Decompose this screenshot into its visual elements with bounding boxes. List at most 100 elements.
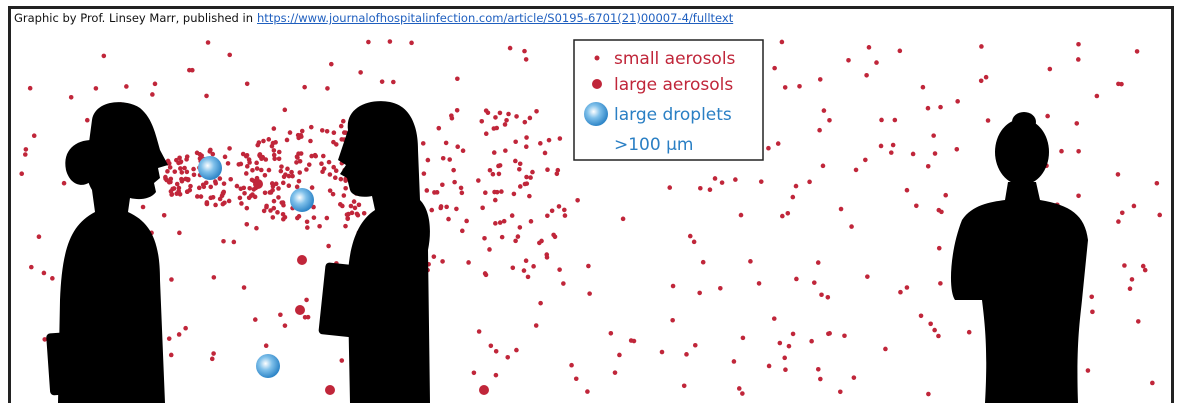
aerosol (262, 190, 268, 196)
aerosol (459, 190, 465, 196)
aerosol (785, 210, 791, 216)
aerosol (208, 184, 214, 190)
aerosol (279, 164, 284, 169)
source-link[interactable]: https://www.journalofhospitalinfection.c… (257, 11, 734, 25)
aerosol (815, 260, 821, 265)
aerosol (515, 234, 521, 239)
aerosol (523, 144, 529, 150)
aerosol (330, 191, 336, 197)
aerosol (253, 179, 263, 189)
aerosol (244, 205, 250, 211)
aerosol (306, 162, 312, 167)
aerosol (538, 300, 543, 306)
aerosol (424, 188, 430, 193)
aerosol (227, 52, 233, 58)
legend-label: small aerosols (614, 49, 736, 69)
aerosol (333, 142, 339, 147)
aerosol (200, 182, 206, 188)
aerosol (883, 346, 888, 352)
aerosol (29, 264, 34, 270)
aerosol (250, 167, 255, 173)
aerosol (252, 317, 258, 322)
aerosol (790, 331, 796, 337)
aerosol (522, 119, 528, 125)
aerosol (281, 216, 286, 222)
aerosol (191, 172, 197, 178)
aerosol (505, 354, 511, 360)
aerosol (264, 203, 269, 209)
aerosol (208, 147, 213, 153)
aerosol (476, 329, 482, 334)
aerosol (748, 259, 753, 264)
aerosol (506, 111, 511, 117)
aerosol (497, 220, 503, 225)
aerosol (286, 173, 292, 179)
aerosol (493, 349, 499, 354)
aerosol (731, 359, 737, 364)
aerosol (517, 167, 522, 172)
aerosol (1115, 172, 1121, 177)
aerosol (429, 207, 435, 213)
aerosol (150, 92, 155, 97)
aerosol (853, 167, 859, 173)
aerosol (782, 85, 788, 90)
aerosol (525, 274, 531, 280)
aerosol (191, 166, 196, 172)
aerosol (659, 349, 665, 355)
aerosol (178, 166, 183, 171)
aerosol (331, 164, 336, 170)
aerosol (503, 148, 508, 153)
aerosol (458, 185, 464, 191)
aerosol (888, 150, 894, 155)
aerosol (305, 225, 310, 230)
aerosol (821, 108, 827, 113)
aerosol (464, 218, 469, 224)
aerosol (786, 343, 792, 349)
aerosol (667, 185, 673, 190)
aerosol (756, 281, 762, 286)
aerosol (476, 178, 481, 183)
aerosol (280, 211, 286, 217)
aerosol (241, 185, 247, 191)
aerosol (1059, 148, 1064, 154)
aerosol (341, 130, 347, 135)
aerosol (1074, 121, 1080, 126)
aerosol (276, 149, 282, 155)
aerosol (379, 79, 385, 84)
aerosol (818, 376, 823, 382)
aerosol (879, 117, 884, 123)
aerosol (928, 321, 933, 327)
aerosol (846, 57, 851, 63)
legend-label: >100 µm (614, 135, 693, 155)
aerosol (165, 169, 170, 174)
aerosol (280, 200, 286, 205)
aerosol (449, 113, 454, 118)
aerosol (1090, 309, 1095, 315)
aerosol (587, 291, 592, 296)
aerosol (41, 270, 47, 276)
aerosol (983, 74, 989, 80)
aerosol (837, 389, 843, 395)
aerosol (271, 126, 277, 131)
aerosol (348, 203, 354, 209)
aerosol (324, 215, 330, 221)
aerosol (327, 172, 333, 177)
aerosol (514, 347, 519, 353)
aerosol (479, 385, 489, 395)
aerosol (864, 72, 869, 78)
aerosol (358, 70, 363, 75)
aerosol (221, 238, 226, 244)
aerosol (904, 187, 910, 193)
aerosol (740, 335, 746, 341)
aerosol (166, 179, 172, 185)
aerosol (297, 255, 307, 265)
aerosol (842, 333, 847, 339)
aerosol (42, 337, 48, 342)
aerosol (496, 163, 501, 169)
aerosol (161, 212, 167, 218)
aerosol (196, 185, 202, 191)
aerosol (217, 176, 223, 181)
aerosol (289, 169, 294, 175)
aerosol (920, 84, 926, 90)
aerosol (324, 128, 330, 134)
